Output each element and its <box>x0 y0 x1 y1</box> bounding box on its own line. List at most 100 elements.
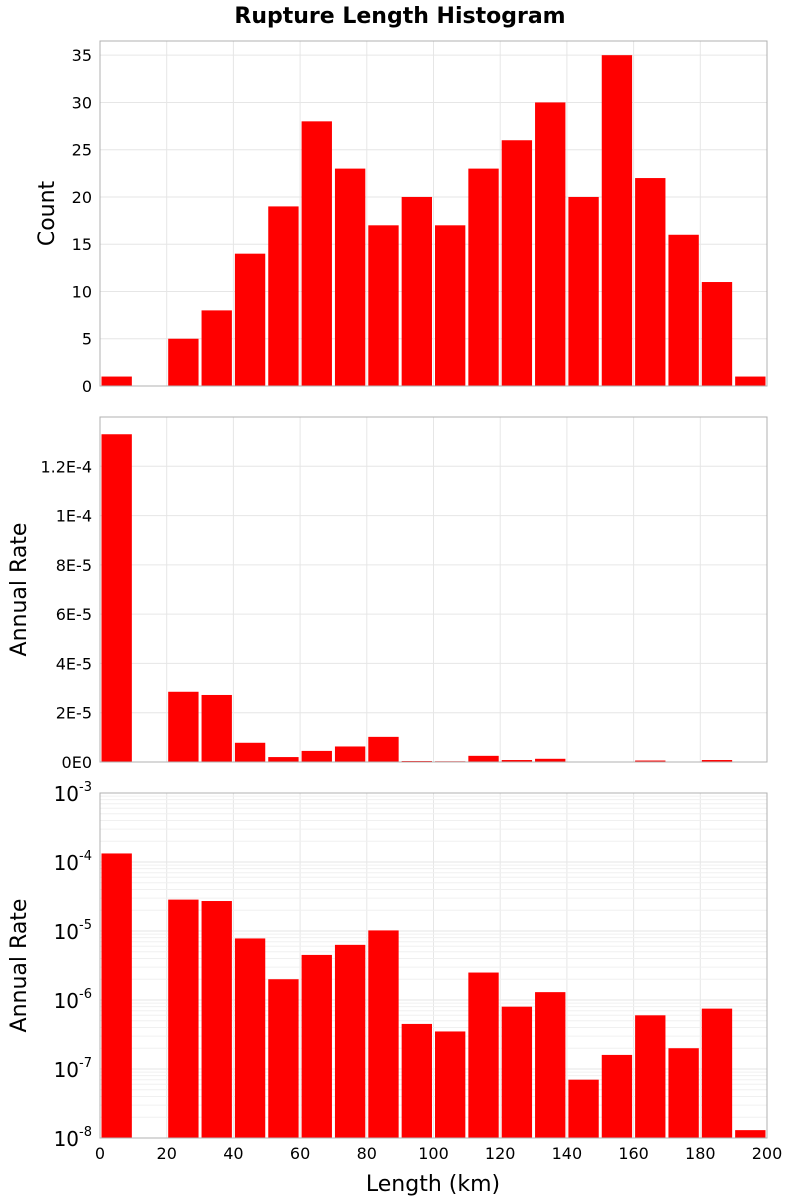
y-tick-label: 20 <box>72 188 92 207</box>
bars-count <box>101 55 766 387</box>
bar-rate-log-185 <box>701 1008 733 1138</box>
bar-rate-log-195 <box>735 1130 766 1138</box>
bar-count-135 <box>535 102 566 386</box>
y-tick-label: 10-4 <box>54 849 92 875</box>
y-tick-exponent: -4 <box>79 849 92 864</box>
bar-rate-log-25 <box>168 899 199 1138</box>
bar-rate-log-55 <box>268 979 299 1138</box>
x-tick-label: 20 <box>157 1144 177 1163</box>
bar-count-125 <box>501 140 533 386</box>
panel-rate-linear: 0E0 2E-5 4E-5 6E-5 8E-5 1E-4 1.2E-4 Annual Rate <box>7 416 768 772</box>
bar-rate-log-95 <box>401 1023 432 1138</box>
x-tick-label: 40 <box>223 1144 243 1163</box>
bar-rate-log-45 <box>234 938 266 1138</box>
y-tick-label: 10-5 <box>54 918 92 944</box>
y-tick-base: 10 <box>54 782 79 806</box>
gridlines-count <box>99 41 768 387</box>
bar-rate-log-85 <box>368 930 399 1138</box>
bar-rate-log-155 <box>601 1054 633 1138</box>
bar-rate-log-135 <box>535 992 566 1138</box>
chart-title: Rupture Length Histogram <box>234 4 565 29</box>
bar-rate-linear-135 <box>535 758 566 762</box>
y-tick-exponent: -8 <box>79 1125 92 1140</box>
y-tick-exponent: -6 <box>79 987 92 1002</box>
bar-count-55 <box>268 206 299 386</box>
x-tick-label: 100 <box>418 1144 449 1163</box>
y-tick-label: 30 <box>72 93 92 112</box>
y-tick-label: 1.2E-4 <box>40 457 92 476</box>
bar-count-5 <box>101 376 132 386</box>
bar-count-145 <box>568 196 599 386</box>
y-tick-label: 8E-5 <box>56 556 92 575</box>
y-tick-base: 10 <box>54 920 79 944</box>
x-tick-label: 60 <box>290 1144 310 1163</box>
y-tick-label: 10-6 <box>54 987 92 1013</box>
y-tick-label: 10-7 <box>54 1056 92 1082</box>
y-tick-label: 1E-4 <box>56 507 92 526</box>
bar-rate-linear-35 <box>201 694 232 762</box>
y-tick-exponent: -5 <box>79 918 92 933</box>
bar-count-155 <box>601 55 633 387</box>
bar-rate-log-145 <box>568 1079 599 1138</box>
y-tick-label: 10-3 <box>54 780 92 806</box>
bar-rate-log-35 <box>201 901 232 1138</box>
plot-frame-rate-linear <box>99 416 768 763</box>
bar-rate-linear-75 <box>334 746 366 762</box>
bar-rate-linear-165 <box>635 760 666 762</box>
y-tick-exponent: -3 <box>79 780 92 795</box>
y-tick-label: 0E0 <box>62 753 92 772</box>
bar-rate-linear-115 <box>468 755 499 762</box>
y-tick-base: 10 <box>54 989 79 1013</box>
bar-count-115 <box>468 168 499 386</box>
bar-count-185 <box>701 282 733 386</box>
bar-rate-linear-25 <box>168 691 199 762</box>
bars-rate-linear <box>101 434 766 762</box>
bar-rate-linear-85 <box>368 736 399 762</box>
y-tick-base: 10 <box>54 851 79 875</box>
panels-group: 0 5 10 15 20 25 30 35 Count 0E0 2E-5 4E-5 6E-5 8E-5 1E… <box>7 40 782 1163</box>
bar-rate-log-65 <box>301 954 332 1138</box>
x-tick-label: 200 <box>752 1144 783 1163</box>
y-tick-label: 35 <box>72 46 92 65</box>
bar-rate-log-125 <box>501 1006 533 1138</box>
y-axis-label-rate-log: Annual Rate <box>7 899 32 1033</box>
bar-count-75 <box>334 168 366 386</box>
y-tick-label: 5 <box>82 330 92 349</box>
x-tick-label: 80 <box>357 1144 377 1163</box>
panel-count: 0 5 10 15 20 25 30 35 Count <box>35 40 768 396</box>
bar-rate-linear-125 <box>501 760 533 762</box>
bar-count-105 <box>435 225 466 386</box>
y-tick-label: 10 <box>72 282 92 301</box>
bar-count-165 <box>635 178 666 386</box>
y-tick-label: 6E-5 <box>56 605 92 624</box>
y-tick-label: 15 <box>72 235 92 254</box>
y-axis-label-count: Count <box>35 180 60 246</box>
bars-rate-log <box>101 853 766 1138</box>
bar-rate-linear-185 <box>701 760 733 762</box>
y-tick-label: 0 <box>82 377 92 396</box>
bar-count-195 <box>735 376 766 386</box>
bar-rate-linear-45 <box>234 742 266 762</box>
bar-count-175 <box>668 234 699 386</box>
y-tick-label: 2E-5 <box>56 704 92 723</box>
bar-count-65 <box>301 121 332 386</box>
y-axis-label-rate-linear: Annual Rate <box>7 523 32 657</box>
bar-rate-linear-5 <box>101 434 132 762</box>
bar-count-95 <box>401 196 432 386</box>
bar-rate-linear-65 <box>301 750 332 762</box>
y-tick-label: 25 <box>72 141 92 160</box>
bar-count-35 <box>201 310 232 386</box>
gridlines-rate-log <box>99 792 768 1139</box>
x-tick-label: 0 <box>95 1144 105 1163</box>
y-tick-exponent: -7 <box>79 1056 92 1071</box>
bar-count-85 <box>368 225 399 386</box>
plot-frame-count <box>99 40 768 387</box>
bar-count-45 <box>234 253 266 386</box>
bar-rate-log-75 <box>334 944 366 1138</box>
bar-rate-log-115 <box>468 972 499 1138</box>
gridlines-rate-linear <box>99 417 768 763</box>
y-tick-base: 10 <box>54 1127 79 1151</box>
bar-rate-log-5 <box>101 853 132 1138</box>
